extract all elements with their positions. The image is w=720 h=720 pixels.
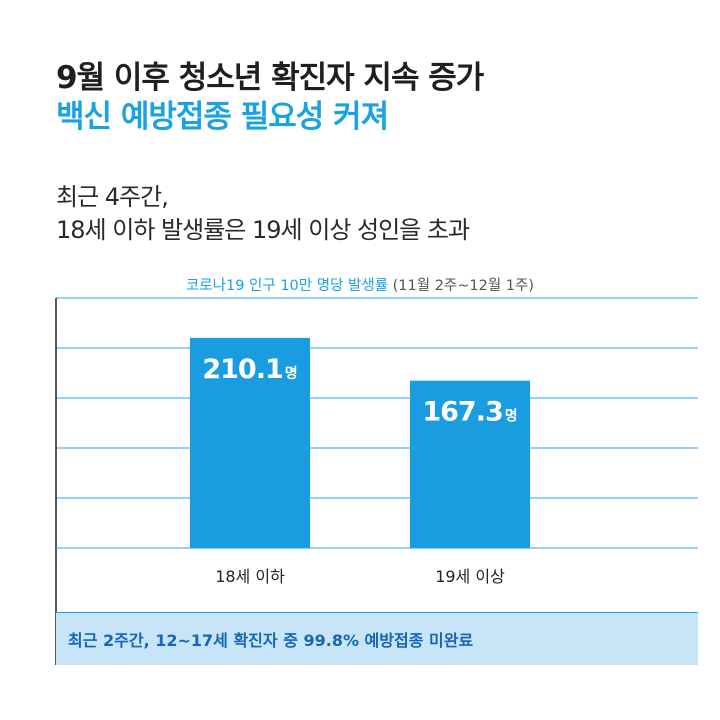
bar-1: [190, 337, 310, 548]
headline-line2: 백신 예방접종 필요성 커져: [56, 99, 389, 135]
chart-title-main: 코로나19 인구 10만 명당 발생률: [185, 278, 389, 294]
subtitle-line2: 18세 이하 발생률은 19세 이상 성인을 초과: [56, 216, 470, 244]
subtitle-line1: 최근 4주간,: [56, 183, 169, 211]
category-label: 19세 이상: [435, 567, 505, 586]
footnote-banner: 최근 2주간, 12~17세 확진자 중 99.8% 예방접종 미완료: [56, 612, 698, 665]
headline-line1: 9월 이후 청소년 확진자 지속 증가: [56, 60, 484, 96]
footnote-text: 최근 2주간, 12~17세 확진자 중 99.8% 예방접종 미완료: [68, 631, 474, 650]
chart-title: 코로나19 인구 10만 명당 발생률 (11월 2주~12월 1주): [0, 274, 720, 295]
category-label: 18세 이하: [215, 567, 285, 586]
bar-value-label: 210.1 명: [202, 354, 297, 385]
bar-2: [410, 380, 530, 548]
bar-value-label: 167.3 명: [422, 397, 517, 428]
chart-title-period: (11월 2주~12월 1주): [392, 278, 535, 294]
